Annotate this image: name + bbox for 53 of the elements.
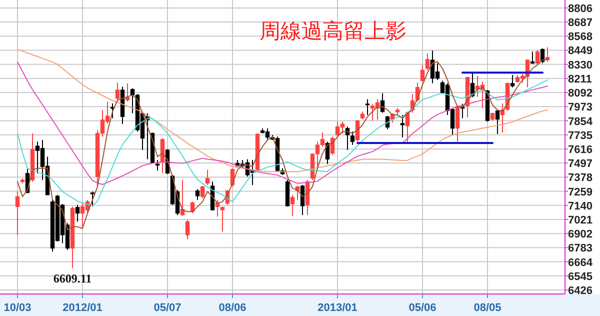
candlestick [75,204,80,222]
candlestick [495,109,500,135]
y-tick-label: 8211 [568,73,592,86]
candlestick [220,206,225,232]
y-tick-label: 6664 [568,256,594,269]
x-tick-label: 10/03 [4,302,32,314]
x-tick-label: 05/06 [408,302,436,314]
candlestick [155,159,160,172]
x-tick-label: 2013/01 [318,302,358,314]
y-tick-label: 7497 [568,158,592,170]
y-tick-label: 8687 [568,17,592,30]
y-tick-label: 6426 [568,284,592,297]
y-tick-label: 7973 [568,102,592,114]
y-tick-label: 8330 [568,59,592,72]
candlestick [125,82,130,102]
x-tick-label: 08/05 [474,302,502,314]
candlestick [205,169,210,186]
line-series [17,61,548,186]
y-tick-label: 7616 [568,144,592,156]
candlestick [195,188,200,200]
candlestick [15,191,20,236]
candlestick [455,104,460,142]
candlestick [420,64,425,82]
candlestick [200,185,205,199]
x-tick-label: 08/06 [218,302,246,314]
annotation: 6609.11 [53,271,92,286]
candlestick [90,191,95,208]
y-tick-label: 8092 [568,88,592,100]
candlestick [400,114,405,138]
candlestick [185,219,190,240]
y-tick-label: 8449 [568,45,592,58]
x-tick-label: 2012/01 [62,302,102,314]
y-tick-label: 7140 [568,200,592,212]
y-tick-label: 7854 [568,116,594,128]
y-tick-label: 7378 [568,172,592,184]
x-tick-label: 05/07 [154,302,182,314]
candlestick [510,74,515,88]
candlestick [300,184,305,216]
y-tick-label: 6783 [568,242,592,255]
y-tick-label: 6545 [568,270,592,283]
y-tick-label: 8568 [568,31,592,44]
y-tick-label: 7735 [568,130,592,142]
y-tick-label: 7259 [568,186,592,198]
candlestick [365,98,370,116]
candlestick [425,52,430,71]
candlestick [535,50,540,64]
y-tick-label: 6902 [568,228,592,241]
y-tick-label: 7021 [568,214,592,226]
candlestick [350,131,355,146]
candlestick [290,194,295,216]
text: 周線過高留上影 [260,19,406,43]
candlestick [115,82,120,101]
y-tick-label: 8806 [568,2,592,15]
